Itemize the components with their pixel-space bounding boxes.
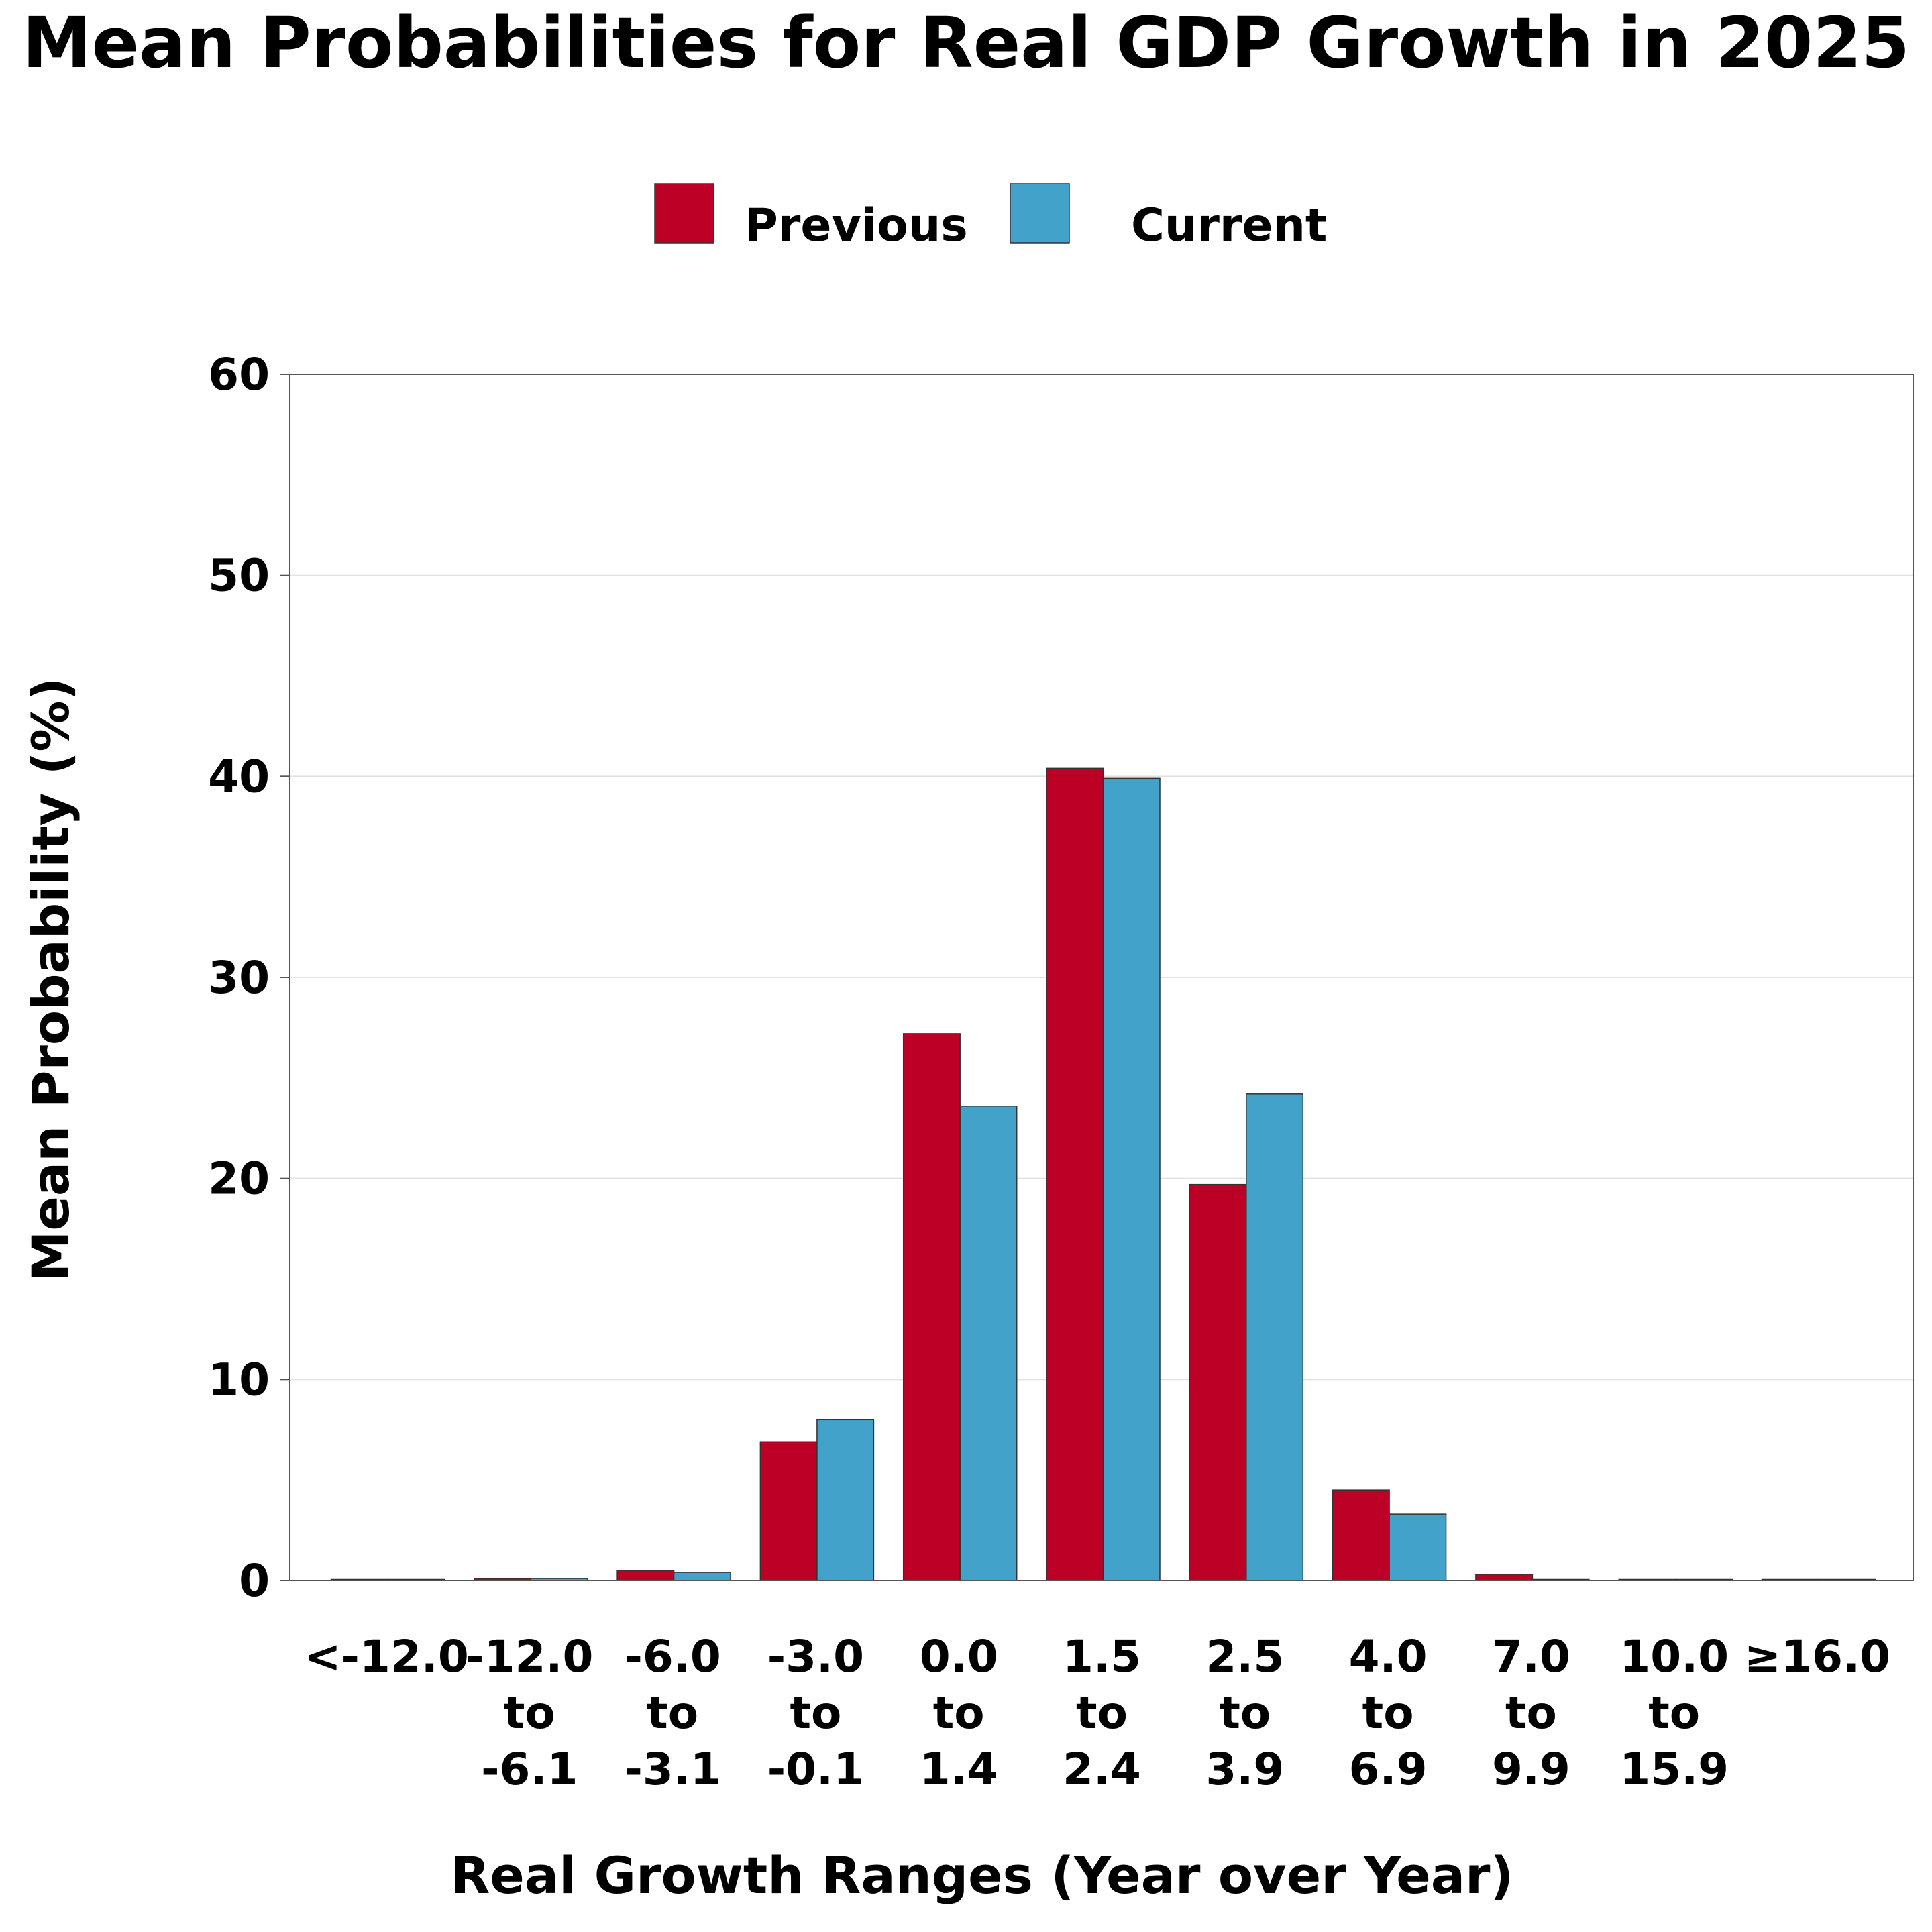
- x-category-label: 0.0 to 1.4: [920, 1631, 998, 1795]
- x-category-label: -12.0 to -6.1: [466, 1631, 593, 1795]
- y-tick-label: 10: [208, 1354, 270, 1405]
- bar-previous: [902, 1033, 961, 1581]
- x-category-label-line: -3.0: [767, 1631, 864, 1682]
- x-category-label-line: -3.1: [624, 1743, 720, 1795]
- x-category-label-line: -6.0: [624, 1631, 720, 1682]
- y-tick-label: 40: [208, 751, 270, 802]
- x-category-label-line: 2.4: [1063, 1743, 1141, 1795]
- y-tick-label: 60: [208, 349, 270, 400]
- x-category-label-line: 10.0: [1619, 1631, 1729, 1682]
- x-axis-category-labels: <-12.0-12.0 to -6.1-6.0 to -3.1-3.0 to -0.10.0…: [304, 1631, 1890, 1795]
- bars: [330, 767, 1876, 1581]
- bar-current: [1102, 777, 1161, 1581]
- x-category-label-line: to: [1219, 1687, 1271, 1739]
- bar-previous: [616, 1570, 675, 1581]
- x-category-label-line: 2.5: [1205, 1631, 1284, 1682]
- x-category-label-line: 3.9: [1205, 1743, 1284, 1795]
- x-category-label-line: to: [504, 1687, 555, 1739]
- y-tick-label: 50: [208, 550, 270, 602]
- x-category-label-line: to: [790, 1687, 841, 1739]
- legend-label-current: Current: [1131, 199, 1327, 252]
- y-axis-ticks: 0 10 20 30 40 50 60: [208, 349, 290, 1607]
- legend-swatch-current: [1010, 183, 1070, 244]
- bar-previous: [1332, 1489, 1390, 1581]
- x-category-label-line: -12.0: [466, 1631, 593, 1682]
- x-category-label: ≥16.0: [1744, 1631, 1890, 1682]
- x-category-label-line: 9.9: [1492, 1743, 1570, 1795]
- x-category-label-line: to: [1648, 1687, 1700, 1739]
- x-category-label-line: <-12.0: [304, 1631, 469, 1682]
- x-category-label-line: -6.1: [481, 1743, 578, 1795]
- x-category-label-line: to: [1505, 1687, 1557, 1739]
- x-category-label: 7.0 to 9.9: [1492, 1631, 1570, 1795]
- x-category-label-line: 15.9: [1619, 1743, 1729, 1795]
- bar-previous: [1475, 1574, 1534, 1581]
- x-category-label-line: to: [933, 1687, 985, 1739]
- bar-previous: [1189, 1183, 1247, 1581]
- y-tick-label: 0: [239, 1555, 270, 1607]
- bar-current: [1246, 1093, 1304, 1581]
- bar-previous: [759, 1441, 818, 1581]
- plot-frame: [289, 374, 1914, 1581]
- x-axis-title: Real Growth Ranges (Year over Year): [451, 1845, 1514, 1905]
- x-category-label-line: 6.9: [1349, 1743, 1428, 1795]
- x-category-label: 4.0 to 6.9: [1349, 1631, 1428, 1795]
- y-tick-label: 20: [208, 1153, 270, 1205]
- x-category-label-line: 1.4: [920, 1743, 998, 1795]
- x-category-label-line: to: [1362, 1687, 1414, 1739]
- legend-swatch-previous: [654, 183, 714, 244]
- bar-current: [959, 1106, 1018, 1581]
- x-category-label: 2.5 to 3.9: [1205, 1631, 1284, 1795]
- x-category-label-line: 0.0: [920, 1631, 998, 1682]
- bar-previous: [1046, 767, 1104, 1581]
- x-category-label-line: -0.1: [767, 1743, 864, 1795]
- x-category-label-line: to: [1076, 1687, 1128, 1739]
- legend-label-previous: Previous: [745, 199, 968, 252]
- x-category-label: -3.0 to -0.1: [767, 1631, 864, 1795]
- y-tick-label: 30: [208, 952, 270, 1004]
- bar-current: [816, 1419, 875, 1581]
- bar-current: [1389, 1513, 1447, 1581]
- x-category-label: -6.0 to -3.1: [624, 1631, 720, 1795]
- x-category-label-line: 4.0: [1349, 1631, 1428, 1682]
- x-category-label: 1.5 to 2.4: [1063, 1631, 1141, 1795]
- x-category-label-line: to: [647, 1687, 698, 1739]
- chart-title: Mean Probabilities for Real GDP Growth i…: [22, 2, 1910, 84]
- y-axis-title: Mean Probability (%): [21, 678, 80, 1282]
- x-category-label-line: 7.0: [1492, 1631, 1570, 1682]
- x-category-label: <-12.0: [304, 1631, 469, 1682]
- x-category-label-line: ≥16.0: [1744, 1631, 1890, 1682]
- x-category-label-line: 1.5: [1063, 1631, 1141, 1682]
- x-category-label: 10.0 to 15.9: [1619, 1631, 1729, 1795]
- bar-current: [673, 1572, 731, 1581]
- legend: Previous Current: [654, 183, 1327, 252]
